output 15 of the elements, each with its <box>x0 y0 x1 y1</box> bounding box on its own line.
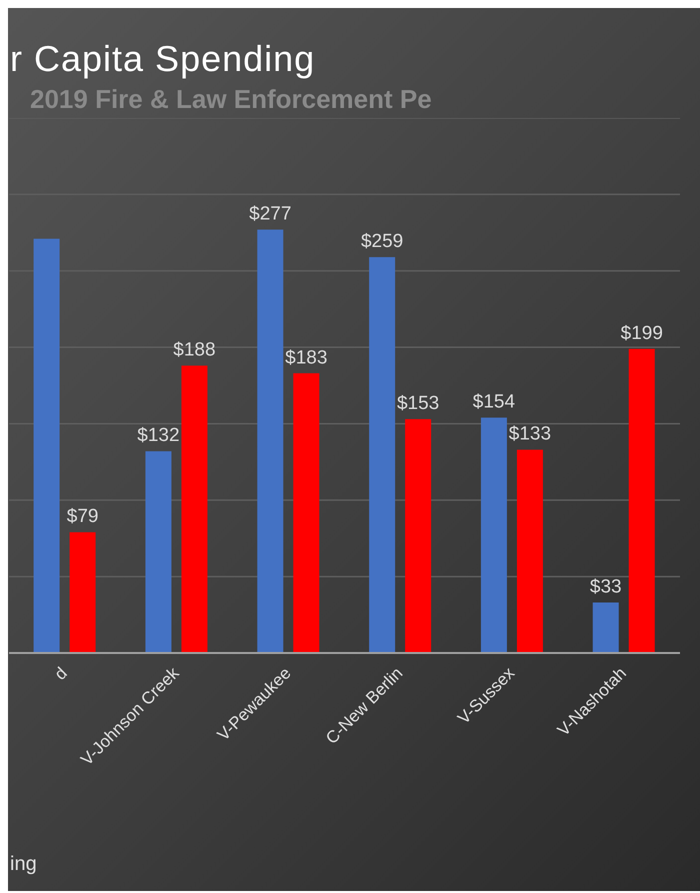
data-label: $259 <box>360 231 404 252</box>
data-label: $183 <box>285 347 328 368</box>
data-label: $132 <box>137 425 180 446</box>
text: ing <box>10 853 37 876</box>
chart-subtitle: 2019 Fire & Law Enforcement Pe <box>30 84 432 115</box>
data-label: $153 <box>396 393 440 414</box>
data-label: $154 <box>472 392 516 413</box>
data-label: $79 <box>66 506 98 528</box>
x-tick-label: d <box>50 664 71 684</box>
data-label: $33 <box>590 576 622 598</box>
data-label: $199 <box>620 322 663 344</box>
chart-title: r Capita Spending <box>10 38 316 80</box>
data-label: $133 <box>508 424 552 445</box>
data-label: $277 <box>249 204 292 225</box>
data-label: $188 <box>173 340 216 361</box>
